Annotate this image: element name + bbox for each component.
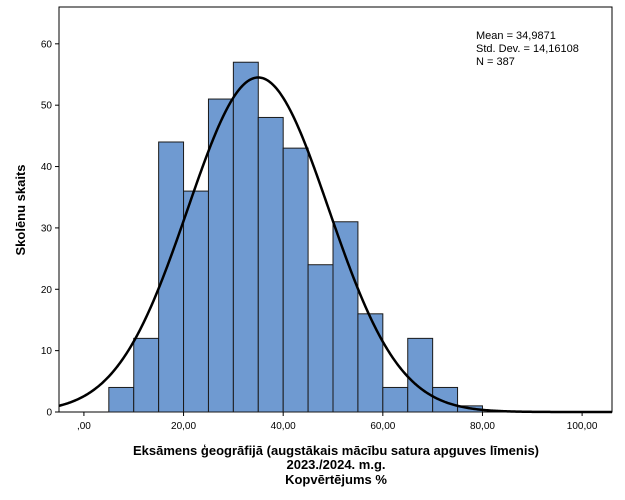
x-axis-label-line-2: 2023./2024. m.g. — [286, 457, 385, 472]
x-axis-label-line-1: Eksāmens ģeogrāfijā (augstākais mācību s… — [133, 443, 539, 458]
histogram-bar-10 — [357, 313, 384, 413]
normal-curve — [58, 76, 612, 414]
histogram-bar-3 — [183, 190, 209, 413]
x-tick-label: 80,00 — [470, 421, 495, 432]
x-tick-label: ,00 — [77, 421, 91, 432]
y-tick-label: 30 — [41, 223, 53, 234]
y-tick-label: 10 — [41, 346, 53, 357]
stats-mean: Mean = 34,9871 — [476, 30, 556, 42]
histogram-bar-1 — [133, 337, 160, 413]
histogram-bar-9 — [332, 221, 359, 413]
histogram-bar-6 — [257, 116, 284, 413]
x-tick-label: 60,00 — [370, 421, 395, 432]
y-tick-label: 40 — [41, 162, 53, 173]
histogram-bar-0 — [108, 386, 135, 413]
stats-std-dev: Std. Dev. = 14,16108 — [476, 43, 579, 55]
histogram-bar-12 — [407, 337, 434, 413]
histogram-bar-5 — [232, 61, 259, 413]
y-tick-label: 60 — [41, 39, 53, 50]
histogram-bar-8 — [307, 264, 334, 413]
x-axis-label-line-3: Kopvērtējums % — [285, 472, 387, 487]
y-tick-label: 0 — [46, 408, 52, 419]
x-tick-label: 40,00 — [271, 421, 296, 432]
y-tick-label: 50 — [41, 101, 53, 112]
y-tick-label: 20 — [41, 285, 53, 296]
x-tick-label: 100,00 — [567, 421, 598, 432]
histogram-bar-13 — [432, 386, 459, 413]
histogram-bar-11 — [382, 386, 409, 413]
histogram-bar-7 — [282, 147, 309, 413]
y-axis-label: Skolēnu skaits — [13, 164, 28, 255]
stats-n: N = 387 — [476, 56, 515, 68]
x-tick-label: 20,00 — [171, 421, 196, 432]
histogram-bar-4 — [207, 98, 234, 413]
